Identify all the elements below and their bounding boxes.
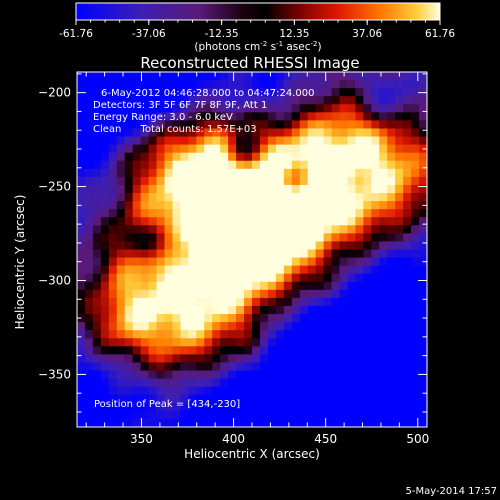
colorbar-tick-label: 12.35 [279, 28, 309, 40]
colorbar-tick-label: -37.06 [132, 28, 166, 40]
colorbar-tick-label: -12.35 [205, 28, 239, 40]
y-tick-label: −250 [38, 180, 71, 194]
y-tick-label: −300 [38, 273, 71, 287]
y-tick-label: −200 [38, 86, 71, 100]
x-axis-label: Heliocentric X (arcsec) [184, 447, 320, 461]
y-tick-labels: −200 −250 −300 −350 [38, 86, 71, 382]
colorbar-tick-label: 61.76 [425, 28, 455, 40]
colorbar-tick-label: 37.06 [352, 28, 382, 40]
colorbar-units: (photons cm-2 s-1 asec-2) [194, 40, 321, 53]
annotation-time-range: 6-May-2012 04:46:28.000 to 04:47:24.000 [101, 88, 314, 99]
axis-ticks [77, 72, 427, 427]
colorbar [75, 2, 441, 21]
annotation-detectors: Detectors: 3F 5F 6F 7F 8F 9F, Att 1 [93, 100, 267, 111]
x-tick-label: 500 [406, 432, 429, 446]
annotation-peak: Position of Peak = [434,-230] [94, 399, 240, 410]
colorbar-ticks [75, 20, 441, 25]
y-axis-label: Heliocentric Y (arcsec) [13, 195, 27, 330]
x-tick-label: 350 [130, 432, 153, 446]
annotation-clean: Clean Total counts: 1.57E+03 [93, 124, 257, 135]
annotation-energy: Energy Range: 3.0 - 6.0 keV [93, 112, 233, 123]
colorbar-tick-labels: -61.76 -37.06 -12.35 12.35 37.06 61.76 [59, 28, 455, 40]
x-tick-label: 400 [222, 432, 245, 446]
heatmap-image [77, 72, 427, 427]
x-tick-labels: 350 400 450 500 [130, 432, 429, 446]
y-tick-label: −350 [38, 367, 71, 381]
chart-title: Reconstructed RHESSI Image [140, 54, 359, 72]
footer-date: 5-May-2014 17:57 [405, 486, 497, 497]
x-tick-label: 450 [314, 432, 337, 446]
colorbar-tick-label: -61.76 [59, 28, 93, 40]
